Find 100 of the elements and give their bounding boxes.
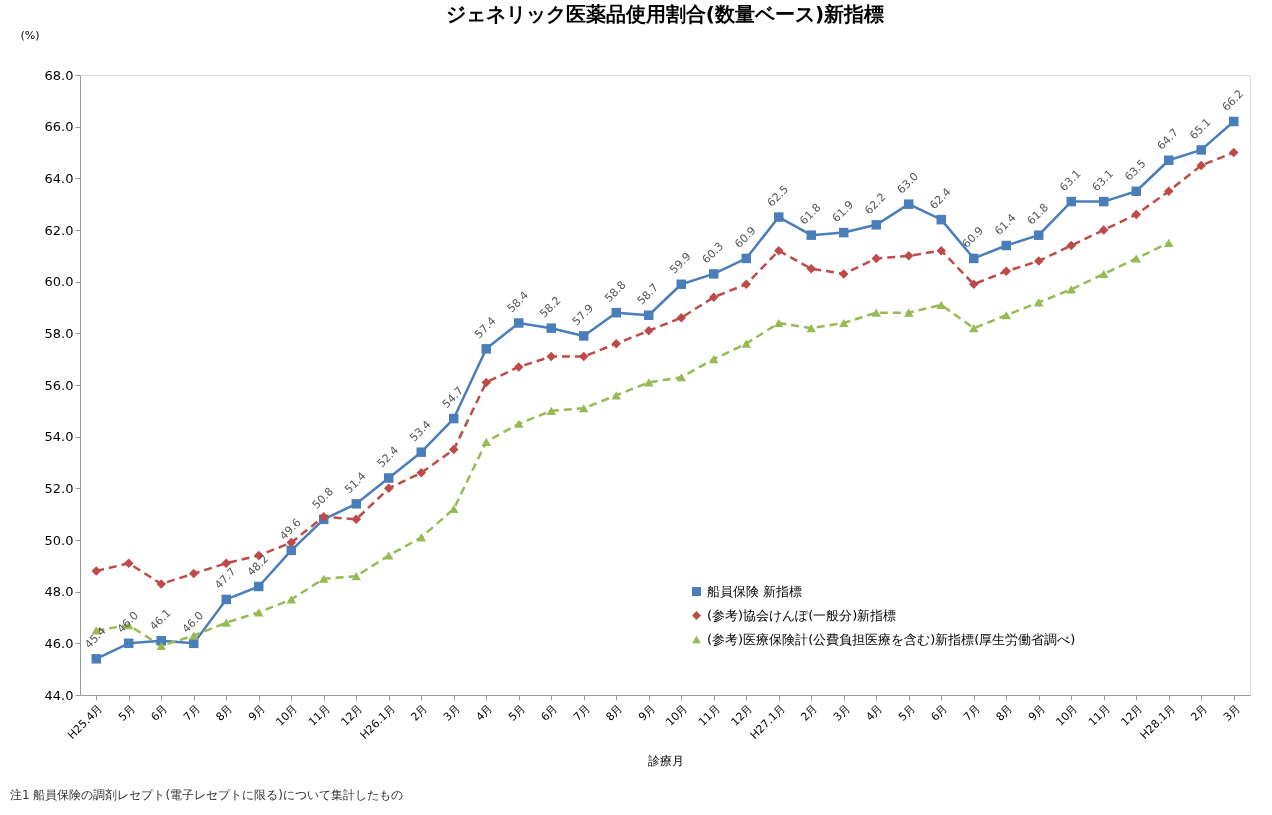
point: [221, 618, 231, 627]
point: [611, 307, 621, 318]
point: [676, 279, 686, 289]
chart-title: ジェネリック医薬品使用割合(数量ベース)新指標: [445, 2, 885, 26]
y-tick-label: 68.0: [44, 67, 74, 83]
y-tick-label: 46.0: [44, 635, 74, 651]
point: [481, 377, 491, 388]
point: [644, 378, 654, 387]
point: [1066, 285, 1076, 294]
point: [514, 419, 524, 428]
point: [254, 581, 264, 592]
point: [1164, 186, 1174, 196]
x-tick-label: 3月: [830, 701, 853, 724]
legend-label: (参考)協会けんぽ(一般分)新指標: [707, 607, 897, 623]
y-tick-label: 60.0: [44, 274, 74, 290]
point: [1001, 266, 1011, 277]
point: [384, 483, 394, 494]
point: [579, 351, 589, 362]
x-tick-label: 6月: [538, 701, 561, 724]
point: [871, 308, 881, 317]
point: [449, 444, 459, 455]
point: [709, 292, 719, 302]
point: [384, 551, 394, 560]
point: [416, 533, 426, 542]
point: [189, 568, 199, 579]
point: [1196, 145, 1206, 155]
x-tick-label: 4月: [863, 701, 886, 724]
x-tick-label: 2月: [1188, 701, 1211, 724]
point: [806, 264, 816, 274]
point: [156, 579, 166, 589]
point: [416, 447, 426, 457]
y-tick-label: 56.0: [44, 377, 74, 393]
point: [806, 230, 816, 240]
x-tick-label: 4月: [473, 701, 496, 724]
y-tick-label: 54.0: [44, 429, 74, 445]
point: [644, 310, 654, 320]
point: [806, 324, 816, 333]
point: [1164, 155, 1174, 165]
x-tick-label: 12月: [338, 701, 366, 729]
x-tick-label: 6月: [148, 701, 171, 724]
x-tick-label: 5月: [895, 701, 918, 724]
point: [221, 594, 231, 605]
point: [546, 406, 556, 415]
point: [904, 199, 914, 209]
point: [514, 318, 524, 328]
point: [1196, 160, 1206, 171]
x-tick-label: 8月: [603, 701, 626, 724]
x-tick-label: 3月: [440, 701, 463, 724]
point: [936, 300, 946, 310]
point: [1066, 240, 1076, 251]
point: [709, 355, 719, 364]
point: [839, 227, 849, 238]
y-tick-label: 64.0: [44, 170, 74, 186]
x-tick-label: 7月: [570, 701, 593, 724]
x-tick-label: 10月: [663, 701, 691, 729]
legend-label: 船員保険 新指標: [707, 583, 803, 599]
x-tick-label: 11月: [695, 701, 723, 729]
point: [709, 269, 719, 279]
point: [774, 245, 784, 256]
x-tick-label: 12月: [1118, 701, 1146, 729]
point: [741, 339, 751, 348]
point: [969, 324, 979, 333]
point: [774, 318, 784, 328]
point: [1131, 186, 1141, 196]
point: [1229, 147, 1239, 158]
y-tick-label: 48.0: [44, 584, 74, 600]
y-tick-label: 62.0: [44, 222, 74, 238]
legend-label: (参考)医療保険計(公費負担医療を含む)新指標(厚生労働省調べ): [707, 631, 1076, 647]
point: [319, 574, 329, 583]
point: [741, 253, 751, 264]
x-tick-label: 2月: [408, 701, 431, 724]
point: [611, 338, 621, 349]
point: [416, 468, 426, 478]
point: [936, 245, 946, 256]
x-tick-label: 10月: [273, 701, 301, 729]
point: [579, 331, 589, 341]
point: [1001, 240, 1011, 251]
point: [449, 413, 459, 424]
point: [839, 318, 849, 328]
point: [1001, 311, 1011, 320]
point: [774, 212, 784, 222]
point: [546, 351, 556, 362]
point: [481, 437, 491, 446]
point: [969, 279, 979, 289]
x-tick-label: 5月: [505, 701, 528, 724]
y-tick-label: 66.0: [44, 119, 74, 135]
point: [1099, 269, 1109, 279]
point: [286, 595, 296, 604]
point: [904, 308, 914, 317]
point: [871, 253, 881, 264]
point: [741, 279, 751, 289]
point: [449, 504, 459, 514]
x-tick-label: 2月: [798, 701, 821, 724]
point: [1034, 230, 1044, 240]
point: [124, 558, 134, 568]
x-tick-label: 7月: [960, 701, 983, 724]
point: [839, 269, 849, 279]
point: [1229, 116, 1239, 127]
x-tick-label: 8月: [993, 701, 1016, 724]
point: [644, 326, 654, 336]
